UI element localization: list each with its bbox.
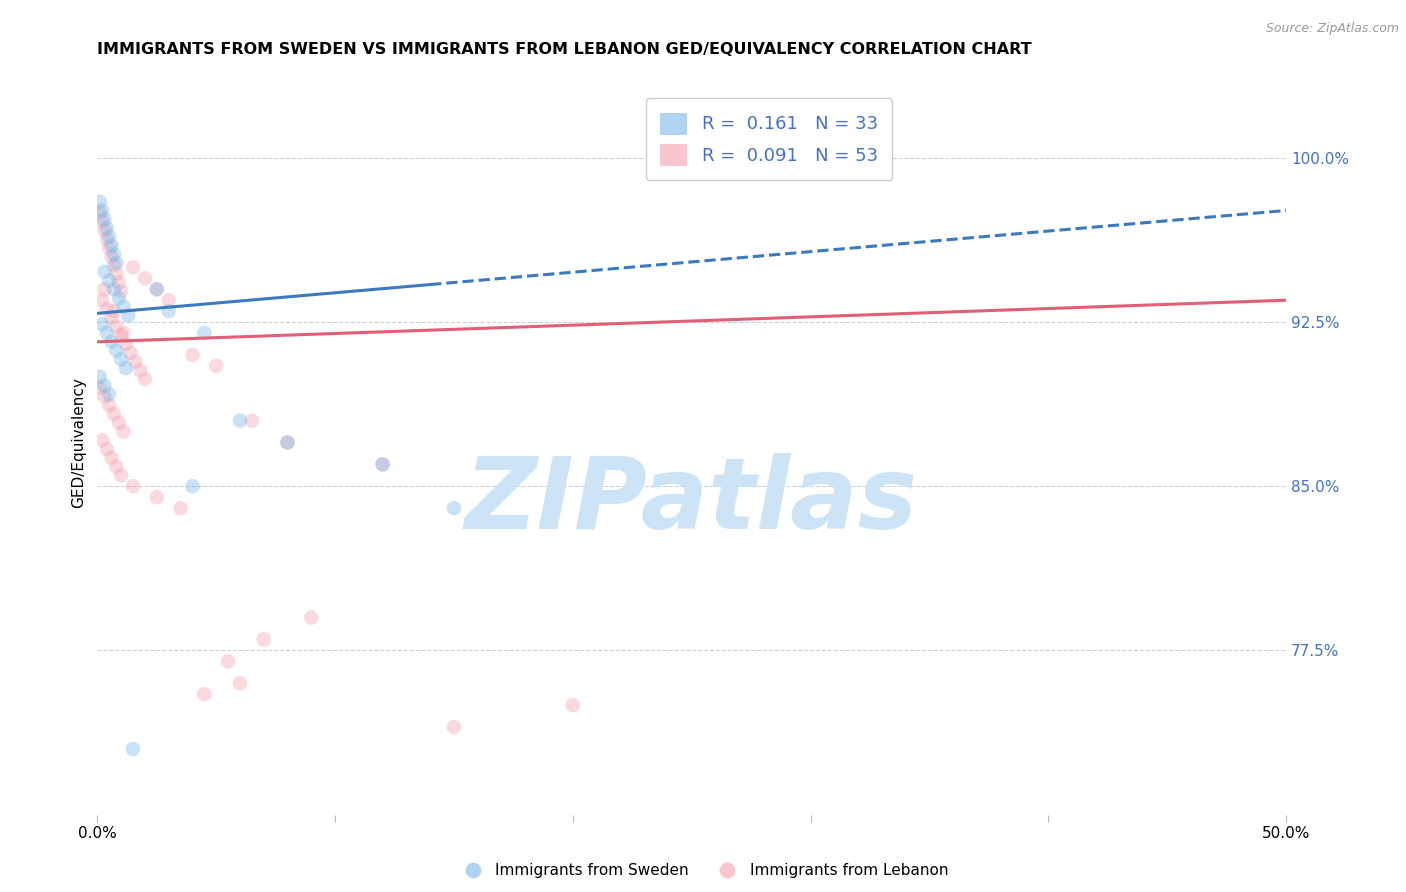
- Point: [134, 372, 156, 386]
- Point: [157, 304, 180, 318]
- Point: [105, 319, 128, 334]
- Point: [443, 501, 465, 516]
- Point: [193, 326, 215, 340]
- Point: [229, 414, 252, 428]
- Point: [100, 310, 122, 325]
- Point: [93, 282, 115, 296]
- Point: [122, 742, 145, 756]
- Point: [100, 450, 122, 465]
- Point: [105, 256, 128, 270]
- Point: [91, 203, 114, 218]
- Point: [217, 654, 239, 668]
- Point: [299, 610, 322, 624]
- Point: [115, 337, 138, 351]
- Point: [96, 326, 118, 340]
- Point: [146, 282, 169, 296]
- Point: [561, 698, 583, 712]
- Point: [229, 676, 252, 690]
- Point: [169, 501, 191, 516]
- Point: [100, 238, 122, 252]
- Point: [96, 301, 118, 316]
- Point: [91, 214, 114, 228]
- Point: [124, 354, 146, 368]
- Point: [96, 221, 118, 235]
- Point: [112, 300, 135, 314]
- Legend: Immigrants from Sweden, Immigrants from Lebanon: Immigrants from Sweden, Immigrants from …: [451, 857, 955, 884]
- Point: [100, 334, 122, 349]
- Point: [181, 479, 204, 493]
- Point: [103, 247, 125, 261]
- Point: [107, 276, 129, 290]
- Legend: R =  0.161   N = 33, R =  0.091   N = 53: R = 0.161 N = 33, R = 0.091 N = 53: [645, 98, 893, 180]
- Point: [110, 468, 132, 483]
- Text: ZIPatlas: ZIPatlas: [465, 453, 918, 550]
- Point: [103, 282, 125, 296]
- Point: [98, 398, 121, 412]
- Point: [107, 416, 129, 430]
- Point: [122, 260, 145, 275]
- Point: [91, 318, 114, 332]
- Point: [98, 387, 121, 401]
- Point: [129, 363, 152, 377]
- Point: [112, 425, 135, 439]
- Point: [107, 291, 129, 305]
- Point: [134, 271, 156, 285]
- Point: [122, 479, 145, 493]
- Point: [98, 241, 121, 255]
- Point: [371, 458, 394, 472]
- Point: [89, 205, 111, 219]
- Point: [93, 378, 115, 392]
- Point: [103, 407, 125, 421]
- Point: [98, 273, 121, 287]
- Point: [157, 293, 180, 308]
- Point: [110, 285, 132, 299]
- Point: [752, 151, 775, 165]
- Point: [117, 309, 139, 323]
- Point: [371, 458, 394, 472]
- Point: [443, 720, 465, 734]
- Point: [277, 435, 299, 450]
- Point: [93, 390, 115, 404]
- Point: [89, 194, 111, 209]
- Point: [93, 265, 115, 279]
- Point: [277, 435, 299, 450]
- Point: [115, 361, 138, 376]
- Point: [105, 459, 128, 474]
- Point: [93, 223, 115, 237]
- Point: [103, 258, 125, 272]
- Point: [181, 348, 204, 362]
- Point: [240, 414, 263, 428]
- Point: [146, 282, 169, 296]
- Point: [89, 381, 111, 395]
- Y-axis label: GED/Equivalency: GED/Equivalency: [72, 377, 86, 508]
- Point: [91, 434, 114, 448]
- Text: IMMIGRANTS FROM SWEDEN VS IMMIGRANTS FROM LEBANON GED/EQUIVALENCY CORRELATION CH: IMMIGRANTS FROM SWEDEN VS IMMIGRANTS FRO…: [97, 42, 1032, 57]
- Point: [105, 267, 128, 281]
- Point: [253, 632, 276, 647]
- Point: [776, 151, 799, 165]
- Point: [205, 359, 228, 373]
- Point: [98, 229, 121, 244]
- Point: [110, 352, 132, 367]
- Point: [93, 212, 115, 227]
- Point: [193, 687, 215, 701]
- Point: [96, 232, 118, 246]
- Point: [91, 293, 114, 308]
- Point: [146, 490, 169, 504]
- Point: [96, 442, 118, 456]
- Point: [103, 304, 125, 318]
- Point: [105, 343, 128, 358]
- Point: [110, 328, 132, 343]
- Point: [100, 249, 122, 263]
- Text: Source: ZipAtlas.com: Source: ZipAtlas.com: [1265, 22, 1399, 36]
- Point: [112, 326, 135, 340]
- Point: [120, 345, 142, 359]
- Point: [89, 369, 111, 384]
